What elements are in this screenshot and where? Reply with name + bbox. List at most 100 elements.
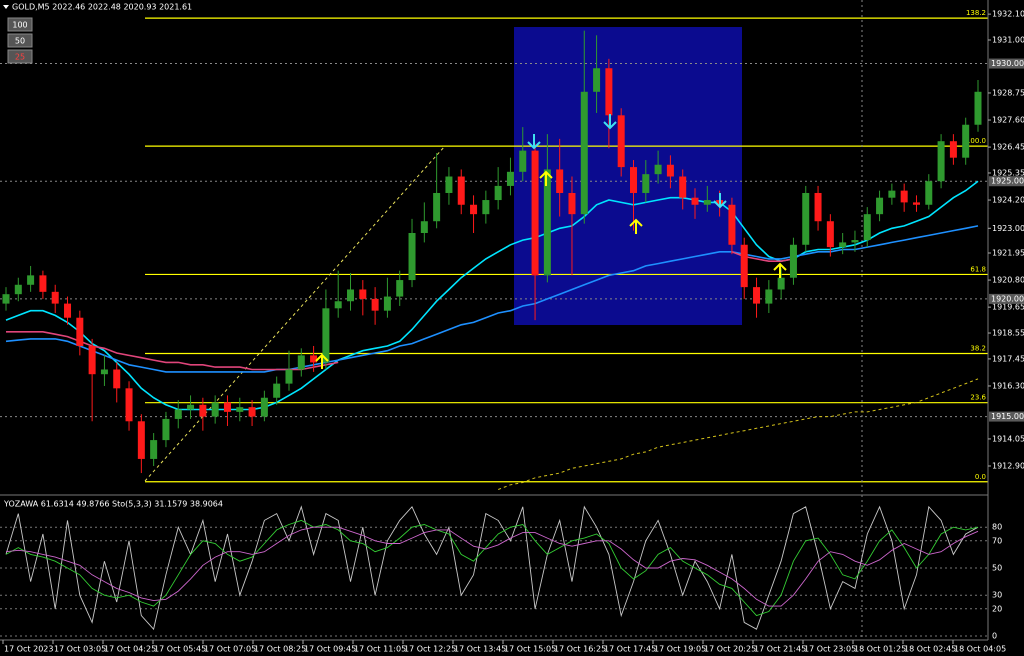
candle-body	[482, 200, 490, 215]
level-label: 1920.00	[991, 294, 1024, 303]
candle-body	[666, 164, 674, 177]
candle-body	[605, 68, 613, 116]
candle-body	[937, 141, 945, 182]
fib-label: 23.6	[970, 394, 986, 402]
candle-body	[851, 240, 859, 243]
y-tick-label: 1931.00	[992, 36, 1024, 45]
candle-body	[629, 167, 637, 193]
candle-body	[568, 192, 576, 215]
buy-arrow	[773, 262, 787, 278]
candle-body	[802, 192, 810, 245]
candle-body	[137, 421, 145, 459]
candle-body	[826, 221, 834, 248]
x-tick-label: 17 Oct 21:45	[754, 645, 806, 654]
osc-tick-label: 0	[992, 632, 997, 641]
candle-body	[519, 150, 527, 172]
x-tick-label: 17 Oct 15:05	[504, 645, 556, 654]
x-tick-label: 17 Oct 20:25	[704, 645, 756, 654]
candle-body	[617, 115, 625, 168]
candle-body	[740, 244, 748, 288]
candle-body	[494, 185, 502, 201]
x-tick-label: 17 Oct 04:25	[104, 645, 156, 654]
candle-body	[556, 169, 564, 193]
x-tick-label: 18 Oct 02:45	[904, 645, 956, 654]
button[interactable]	[7, 33, 33, 48]
y-tick-label: 1917.45	[992, 354, 1024, 363]
oscillator-layer	[5, 505, 979, 631]
oscillator-title: YOZAWA 61.6314 49.8766 Sto(5,3,3) 31.157…	[3, 500, 223, 509]
level-label: 1930.00	[991, 59, 1024, 68]
osc-tick-label: 50	[992, 564, 1002, 573]
candle-body	[580, 91, 588, 215]
candle-body	[839, 242, 847, 248]
sell-arrow	[527, 134, 541, 150]
candle-body	[912, 202, 920, 205]
y-tick-label: 1927.60	[992, 116, 1024, 125]
highlight-box	[514, 27, 742, 325]
oscillator-line	[5, 526, 979, 607]
candle-body	[753, 287, 761, 304]
candle-body	[408, 232, 416, 281]
candle-body	[777, 277, 785, 290]
candle-body	[76, 317, 84, 346]
candle-body	[371, 298, 379, 311]
y-tick-label: 1923.00	[992, 224, 1024, 233]
y-tick-label: 1928.75	[992, 88, 1024, 97]
sell-arrow	[713, 193, 727, 209]
x-tick-label: 17 Oct 23:05	[804, 645, 856, 654]
candle-body	[14, 284, 22, 295]
candle-body	[789, 244, 797, 278]
x-tick-label: 18 Oct 01:25	[854, 645, 906, 654]
axes-layer: 1932.10 1931.00 1928.75 1927.60 1926.45 1925.…	[2, 10, 1024, 654]
level-box	[989, 411, 1024, 422]
candle-body	[925, 181, 933, 205]
fib-label: 61.8	[970, 265, 986, 273]
x-tick-label: 17 Oct 19:05	[654, 645, 706, 654]
candle-body	[27, 275, 35, 285]
x-tick-label: 17 Oct 13:45	[454, 645, 506, 654]
y-tick-label: 1919.65	[992, 303, 1024, 312]
candle-body	[396, 280, 404, 297]
candle-body	[174, 409, 182, 419]
button[interactable]	[7, 17, 33, 32]
candle-body	[691, 197, 699, 205]
candle-body	[974, 91, 982, 125]
candle-body	[445, 176, 453, 193]
moving-average	[5, 225, 979, 373]
candle-body	[51, 291, 59, 304]
level-box	[989, 58, 1024, 69]
chart-title: GOLD,M5 2022.46 2022.48 2020.93 2021.61	[12, 3, 192, 12]
candle-body	[383, 296, 391, 311]
y-tick-label: 1918.55	[992, 329, 1024, 338]
button-label[interactable]: 25	[15, 53, 25, 62]
candle-body	[2, 294, 10, 304]
candle-body	[187, 404, 195, 410]
button-label[interactable]: 50	[15, 37, 25, 46]
y-tick-label: 1932.10	[992, 10, 1024, 19]
candle-body	[162, 418, 170, 441]
candle-body	[223, 402, 231, 412]
candle-body	[765, 289, 773, 304]
x-tick-label: 17 Oct 03:05	[54, 645, 106, 654]
sell-arrow	[603, 114, 617, 130]
candle-body	[593, 68, 601, 92]
candle-body	[100, 369, 108, 375]
osc-tick-label: 30	[992, 591, 1002, 600]
candle-body	[470, 204, 478, 215]
y-tick-label: 1912.90	[992, 461, 1024, 470]
candle-body	[654, 164, 662, 175]
candle-body	[506, 171, 514, 186]
buy-arrow	[629, 218, 643, 234]
candle-body	[863, 214, 871, 241]
price-layer	[2, 30, 982, 490]
fib-label: 0.0	[975, 473, 986, 481]
x-tick-label: 17 Oct 09:45	[304, 645, 356, 654]
fib-label: 38.2	[970, 344, 986, 352]
x-tick-label: 18 Oct 04:05	[954, 645, 1006, 654]
menu-triangle	[3, 5, 9, 9]
button[interactable]	[7, 49, 33, 64]
button-label[interactable]: 100	[12, 21, 27, 30]
